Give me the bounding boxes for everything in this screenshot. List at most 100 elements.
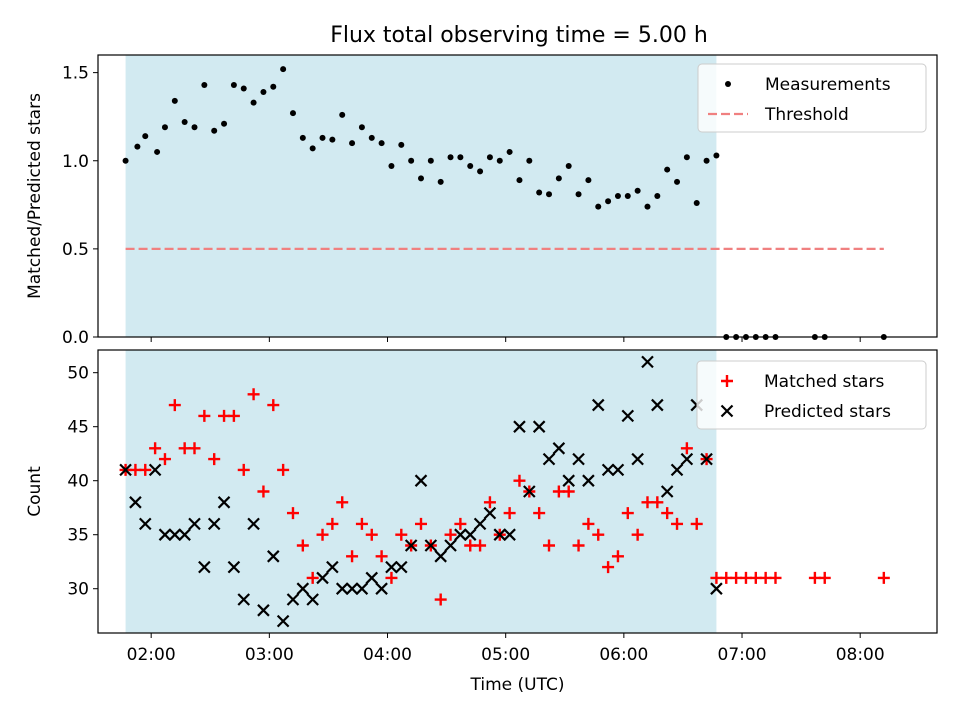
x-axis-label: Time (UTC) [470,675,565,695]
data-point [575,191,582,198]
data-point [477,168,484,175]
data-point [149,442,162,455]
data-point [644,203,651,210]
data-point [651,496,664,509]
legend-label: Threshold [764,105,849,125]
data-point [257,604,270,617]
data-point [201,81,208,88]
data-point [129,496,142,509]
data-point [611,463,625,477]
data-point [306,593,319,606]
data-point [473,517,487,531]
data-point [286,507,299,520]
data-point [447,154,454,161]
data-point [240,85,247,92]
data-point [188,442,201,455]
data-point [171,97,178,104]
data-point [198,560,211,574]
data-point [408,157,415,164]
data-point [267,399,280,412]
data-point [375,550,388,563]
data-point [769,571,782,584]
data-point [260,89,267,96]
data-point [388,163,395,170]
data-point [605,198,612,205]
data-point [683,154,690,161]
data-point [562,485,575,498]
x-tick-label: 03:00 [245,645,294,665]
data-point [601,463,615,477]
data-point [299,134,306,141]
y-tick-label: 40 [67,472,89,492]
data-point [713,152,720,159]
data-point [483,496,496,509]
data-point [198,409,211,422]
series-matched-stars [119,388,890,606]
data-point [621,409,635,423]
y-tick-label: 0.5 [62,240,89,260]
data-point [454,517,467,530]
data-point [319,134,326,141]
data-point [414,474,428,487]
data-point [296,582,310,595]
y-tick-label: 1.0 [62,152,89,172]
data-point [483,506,497,520]
data-point [309,145,316,152]
legend-swatch [720,404,734,418]
data-point [237,593,251,606]
data-point [582,474,595,487]
data-point [523,485,536,498]
data-point [217,496,231,509]
data-point [427,157,434,164]
data-point [818,571,831,584]
axes-frame [97,349,938,634]
data-point [316,571,329,585]
y-tick-label: 50 [67,364,89,384]
data-point [276,614,290,628]
data-point [398,141,405,148]
data-point [349,140,356,147]
data-point [572,539,585,552]
data-point [516,177,523,184]
data-point [345,582,359,595]
data-point [286,593,300,606]
data-point [654,193,661,199]
data-point [237,463,250,476]
data-point [154,148,161,155]
data-point [651,398,664,412]
data-point [434,550,447,563]
data-point [181,118,188,125]
data-point [316,528,329,541]
data-point [148,463,162,477]
data-point [526,157,533,164]
data-point [444,528,457,541]
legend: Measurements Threshold [697,63,927,133]
data-point [270,83,277,90]
data-point [595,203,602,210]
x-tick-label: 08:00 [836,645,885,665]
data-point [208,453,221,466]
data-point [158,528,172,541]
data-point [877,571,890,584]
data-point [463,528,477,541]
data-point [139,463,152,476]
x-tick-label: 07:00 [718,645,767,665]
y-axis-label: Count [25,466,45,517]
y-tick-label: 0.0 [62,328,89,348]
data-point [700,452,713,466]
data-point [368,134,375,141]
data-point [454,528,467,541]
y-tick-label: 35 [67,526,89,546]
data-point [555,175,562,182]
data-point [326,560,339,574]
data-point [346,550,359,563]
data-point [168,528,182,541]
data-point [296,539,309,552]
x-tick-label: 05:00 [481,645,530,665]
y-tick-label: 45 [67,418,89,438]
data-point [513,474,526,487]
axes-frame [97,54,938,338]
data-point [211,127,218,134]
data-point [277,463,290,476]
